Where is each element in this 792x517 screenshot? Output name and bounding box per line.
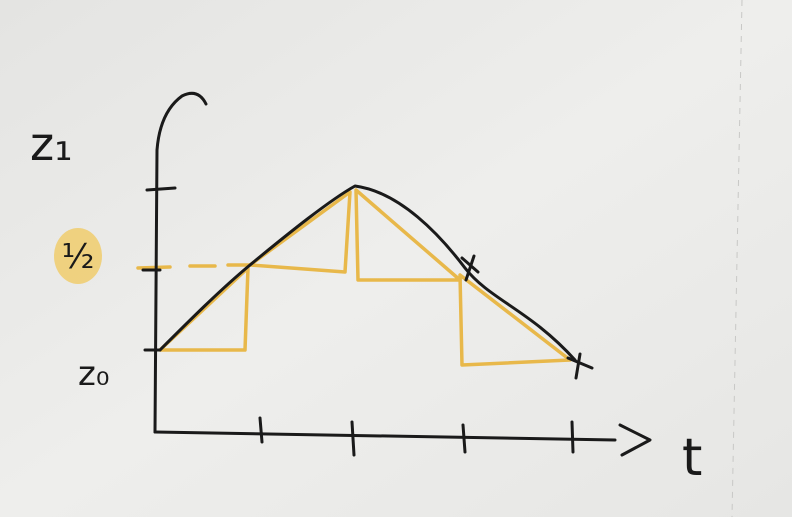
dashed-guide [136, 263, 252, 270]
x-ticks [258, 416, 575, 457]
y-bottom-label: z₀ [78, 354, 109, 394]
y-axis [153, 91, 208, 434]
x-axis [153, 430, 617, 442]
black-lines [141, 91, 652, 457]
step-2 [248, 190, 352, 274]
y-mid-label: ½ [62, 237, 95, 277]
yellow-construction [136, 188, 572, 367]
x-axis-label: t [682, 428, 702, 488]
cross [566, 352, 594, 380]
cross [460, 254, 480, 282]
highlight [54, 228, 102, 284]
step-1 [158, 266, 250, 352]
step-4 [458, 273, 572, 367]
y-top-label: z₁ [30, 117, 73, 171]
curve [158, 184, 577, 362]
y-ticks [141, 186, 177, 352]
page-edge [731, 0, 743, 517]
step-3 [354, 188, 462, 282]
x-arrow [618, 423, 652, 457]
